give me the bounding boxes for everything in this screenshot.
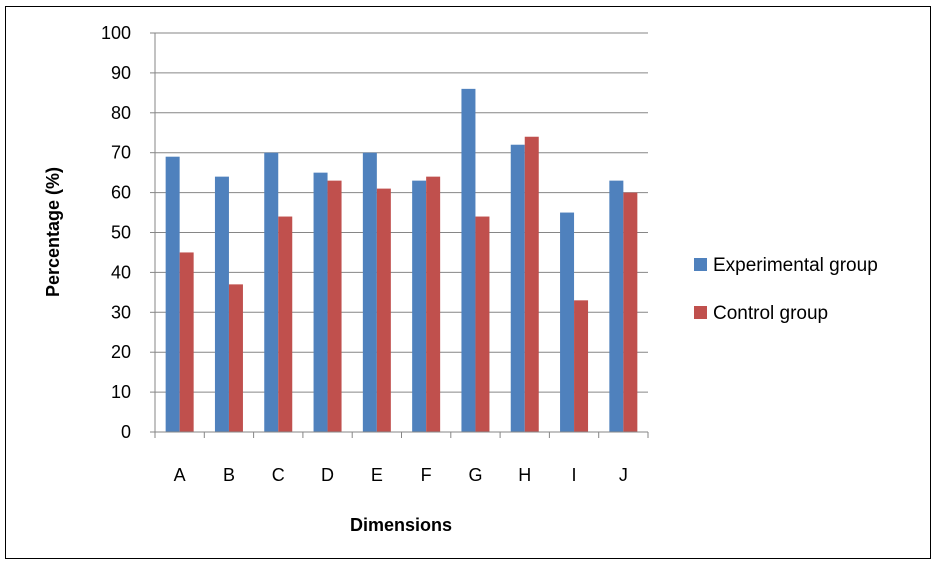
- legend-label-control-group: Control group: [713, 303, 828, 324]
- x-tick-label-C: C: [272, 465, 285, 485]
- y-tick-label: 10: [111, 382, 131, 402]
- bar-experimental-group-I: [560, 212, 575, 432]
- legend: Experimental group Control group: [694, 255, 878, 324]
- y-tick-label: 60: [111, 183, 131, 203]
- bar-control-group-B: [228, 284, 243, 432]
- y-tick-label: 0: [121, 422, 131, 442]
- y-tick-label: 50: [111, 223, 131, 243]
- bar-experimental-group-J: [609, 180, 624, 432]
- bar-experimental-group-B: [214, 176, 229, 432]
- bar-experimental-group-C: [264, 152, 279, 432]
- axes: [150, 32, 649, 438]
- legend-swatch-experimental-group: [694, 258, 707, 271]
- x-tick-label-I: I: [572, 465, 577, 485]
- x-tick-label-F: F: [421, 465, 432, 485]
- bar-control-group-F: [426, 176, 441, 432]
- bar-experimental-group-E: [362, 152, 377, 432]
- y-tick-label: 90: [111, 63, 131, 83]
- bar-control-group-D: [327, 180, 342, 432]
- y-tick-label: 30: [111, 302, 131, 322]
- y-tick-label: 20: [111, 342, 131, 362]
- y-tick-label: 70: [111, 143, 131, 163]
- x-tick-label-E: E: [371, 465, 383, 485]
- x-tick-label-A: A: [174, 465, 186, 485]
- bar-control-group-G: [475, 216, 490, 432]
- x-axis-title: Dimensions: [350, 515, 452, 535]
- legend-swatch-control-group: [694, 306, 707, 319]
- x-tick-label-D: D: [321, 465, 334, 485]
- x-tick-label-B: B: [223, 465, 235, 485]
- bar-control-group-I: [574, 300, 589, 432]
- bar-control-group-J: [623, 192, 638, 432]
- bar-control-group-H: [524, 136, 539, 433]
- y-tick-label: 80: [111, 103, 131, 123]
- y-tick-label: 40: [111, 262, 131, 282]
- bar-control-group-E: [376, 188, 391, 432]
- bar-experimental-group-D: [313, 172, 328, 432]
- x-tick-label-H: H: [518, 465, 531, 485]
- y-tick-label: 100: [101, 23, 131, 43]
- y-axis-title: Percentage (%): [43, 167, 63, 297]
- bar-control-group-A: [179, 252, 194, 432]
- y-tick-labels: 0 10 20 30 40 50 60 70 80 90 100: [101, 23, 131, 442]
- bars: [165, 88, 638, 433]
- bar-experimental-group-A: [165, 156, 180, 432]
- bar-control-group-C: [278, 216, 293, 432]
- legend-label-experimental-group: Experimental group: [713, 255, 878, 276]
- x-tick-label-G: G: [468, 465, 482, 485]
- bar-experimental-group-F: [412, 180, 427, 432]
- bar-experimental-group-G: [461, 88, 476, 433]
- x-tick-label-J: J: [619, 465, 628, 485]
- x-tick-labels: A B C D E F G H I J: [174, 465, 628, 485]
- bar-experimental-group-H: [510, 144, 525, 432]
